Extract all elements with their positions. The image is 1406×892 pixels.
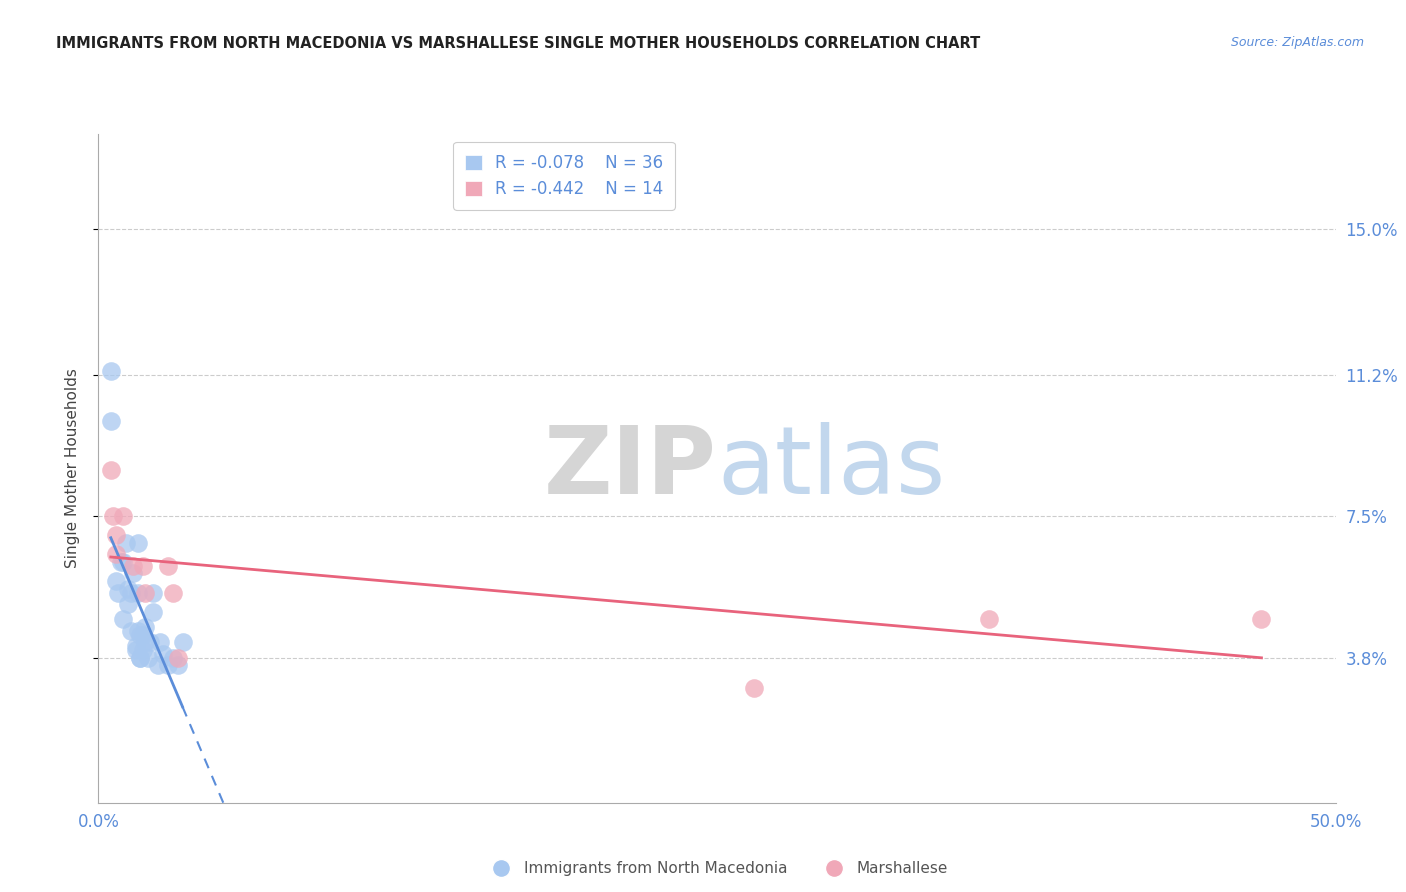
Point [132,558,155,573]
Point [742,681,765,695]
Point [104,574,127,588]
Point [100,364,122,378]
Point [100,463,122,477]
Point [142,585,165,599]
Point [107,585,129,599]
Point [129,650,152,665]
Point [122,566,145,581]
Point [162,650,184,665]
Point [132,627,155,641]
Text: atlas: atlas [717,422,945,515]
Point [124,639,146,653]
Point [134,635,156,649]
Point [114,536,136,550]
Point [122,558,145,573]
Point [100,413,122,427]
Text: ZIP: ZIP [544,422,717,515]
Point [132,643,155,657]
Point [156,558,179,573]
Point [103,509,125,524]
Point [120,624,142,638]
Text: Source: ZipAtlas.com: Source: ZipAtlas.com [1230,36,1364,49]
Point [112,555,135,569]
Point [134,620,156,634]
Point [139,635,162,649]
Point [146,658,169,673]
Point [127,585,149,599]
Point [142,605,165,619]
Point [979,612,1001,626]
Point [127,624,149,638]
Point [112,612,135,626]
Point [120,585,142,599]
Point [152,647,174,661]
Point [112,509,135,524]
Point [136,650,159,665]
Point [172,635,194,649]
Point [149,635,172,649]
Point [166,658,188,673]
Point [166,650,188,665]
Point [162,585,184,599]
Point [134,585,156,599]
Point [129,627,152,641]
Point [127,536,149,550]
Legend: Immigrants from North Macedonia, Marshallese: Immigrants from North Macedonia, Marshal… [479,855,955,882]
Y-axis label: Single Mother Households: Single Mother Households [65,368,80,568]
Point [110,555,132,569]
Point [124,643,146,657]
Point [129,650,152,665]
Point [1250,612,1272,626]
Point [104,528,127,542]
Point [117,597,139,611]
Text: IMMIGRANTS FROM NORTH MACEDONIA VS MARSHALLESE SINGLE MOTHER HOUSEHOLDS CORRELAT: IMMIGRANTS FROM NORTH MACEDONIA VS MARSH… [56,36,980,51]
Point [104,547,127,561]
Point [117,582,139,596]
Point [156,658,179,673]
